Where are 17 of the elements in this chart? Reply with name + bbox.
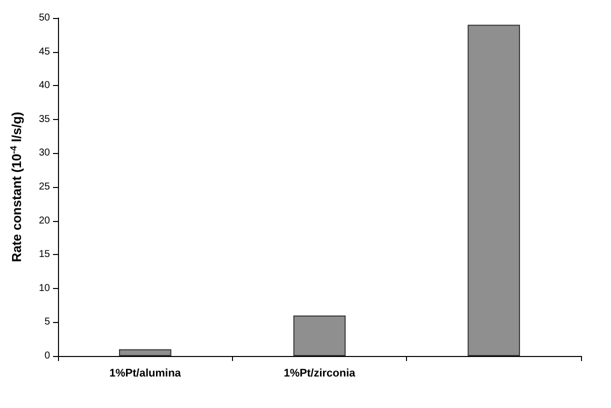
y-tick-label: 45	[38, 46, 50, 58]
x-tick-label: 1%Pt/alumina	[109, 368, 182, 380]
y-tick-label: 40	[38, 80, 50, 92]
y-axis-title: Rate constant (10-4 l/s/g)	[8, 112, 24, 262]
bar	[119, 349, 172, 356]
y-tick-label: 50	[38, 12, 50, 24]
y-tick-label: 35	[38, 114, 50, 125]
y-tick-label: 30	[38, 148, 50, 159]
y-tick-label: 15	[38, 249, 50, 260]
x-tick-label: 1%Pt/zirconia	[284, 368, 356, 380]
y-tick-label: 25	[38, 182, 50, 192]
y-tick-label: 10	[38, 282, 50, 294]
bar	[293, 315, 346, 356]
y-tick-label: 0	[44, 350, 50, 362]
y-tick-label: 20	[38, 215, 50, 226]
bar	[468, 24, 520, 356]
y-tick-label: 5	[44, 316, 50, 328]
